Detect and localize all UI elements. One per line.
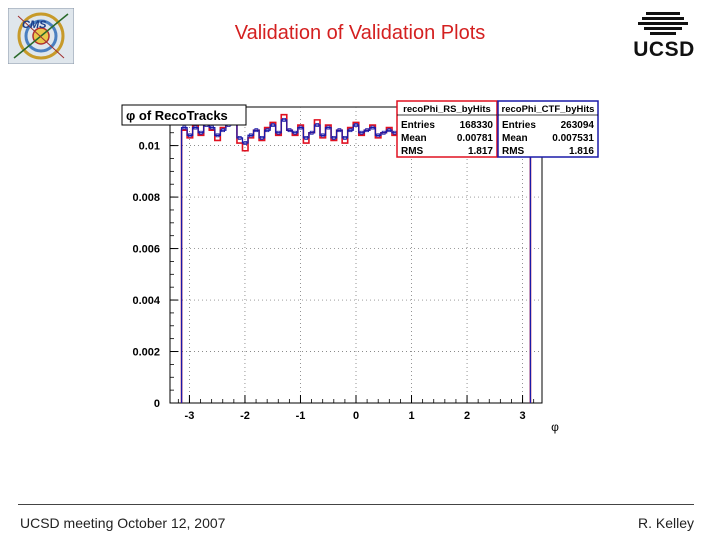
y-tick-label: 0.004 (132, 295, 160, 307)
data-point (265, 128, 270, 133)
data-point (331, 135, 336, 140)
slide-title: Validation of Validation Plots (234, 22, 486, 44)
data-point (298, 125, 303, 130)
stats-value: 1.816 (569, 146, 594, 157)
y-tick-label: 0.002 (132, 347, 160, 359)
x-tick-label: -3 (185, 410, 195, 422)
data-point (210, 125, 214, 130)
x-tick-label: 3 (520, 410, 526, 422)
stats-box-border (396, 100, 498, 158)
x-tick-label: 0 (353, 410, 359, 422)
chart-title-box (121, 104, 247, 126)
data-point (254, 128, 259, 133)
y-tick-label: 0.008 (132, 192, 160, 204)
stats-value: 263094 (561, 120, 595, 131)
data-point (259, 135, 264, 140)
data-point (343, 135, 347, 140)
data-point (193, 125, 198, 130)
stats-label: Mean (401, 133, 427, 144)
data-point (187, 133, 192, 138)
stats-label: RMS (401, 146, 424, 157)
stats-value: 0.007531 (552, 133, 594, 144)
data-point (326, 125, 331, 130)
y-tick-label: 0 (154, 398, 160, 410)
stats-box-title: recoPhi_CTF_byHits (502, 104, 595, 115)
ucsd-logo-icon (638, 12, 688, 35)
data-point (381, 130, 386, 135)
data-point (215, 133, 220, 138)
stats-value: 0.00781 (457, 133, 494, 144)
data-point (359, 130, 364, 135)
data-point (387, 128, 392, 133)
data-point (304, 135, 309, 140)
data-point (293, 130, 297, 135)
cms-logo-icon: CMS (8, 8, 74, 64)
x-tick-label: 2 (464, 410, 470, 422)
stats-value: 1.817 (468, 146, 493, 157)
data-point (315, 123, 320, 127)
data-point (309, 130, 314, 135)
data-point (348, 128, 353, 133)
data-point (248, 133, 253, 138)
footer-author: R. Kelley (637, 515, 694, 531)
data-point (282, 117, 286, 122)
footer-divider (18, 504, 694, 505)
data-point (287, 128, 292, 133)
svg-text:CMS: CMS (22, 19, 47, 31)
data-point (320, 133, 325, 138)
data-point (237, 135, 242, 140)
x-tick-label: -1 (296, 410, 306, 422)
data-point (276, 130, 281, 135)
y-tick-label: 0.01 (139, 141, 160, 153)
data-point (370, 125, 375, 130)
stats-box-title: recoPhi_RS_byHits (403, 104, 491, 115)
data-point (243, 141, 248, 145)
phi-histogram-chart: 0 0.002 0.004 0.006 0.008 0.01 -3 -2 -1 0 1 2 3 φ φ of… (121, 100, 599, 434)
stats-label: Entries (502, 120, 536, 131)
ucsd-logo-text: UCSD (633, 38, 695, 61)
data-point (182, 125, 187, 130)
data-point (337, 128, 342, 133)
data-point (271, 123, 275, 127)
stats-box (497, 100, 599, 158)
data-point (221, 128, 226, 133)
x-axis-label: φ (551, 420, 559, 434)
y-tick-label: 0.006 (132, 244, 160, 256)
stats-label: Entries (401, 120, 435, 131)
data-point (199, 130, 203, 135)
footer-meeting-info: UCSD meeting October 12, 2007 (20, 515, 226, 531)
stats-label: RMS (502, 146, 525, 157)
stats-label: Mean (502, 133, 528, 144)
data-point (365, 128, 369, 133)
stats-box-border (497, 100, 599, 158)
x-tick-label: 1 (408, 410, 414, 422)
chart-title: φ of RecoTracks (126, 108, 228, 123)
data-point (354, 123, 358, 127)
stats-value: 168330 (460, 120, 494, 131)
data-point (376, 133, 381, 138)
x-tick-label: -2 (240, 410, 250, 422)
